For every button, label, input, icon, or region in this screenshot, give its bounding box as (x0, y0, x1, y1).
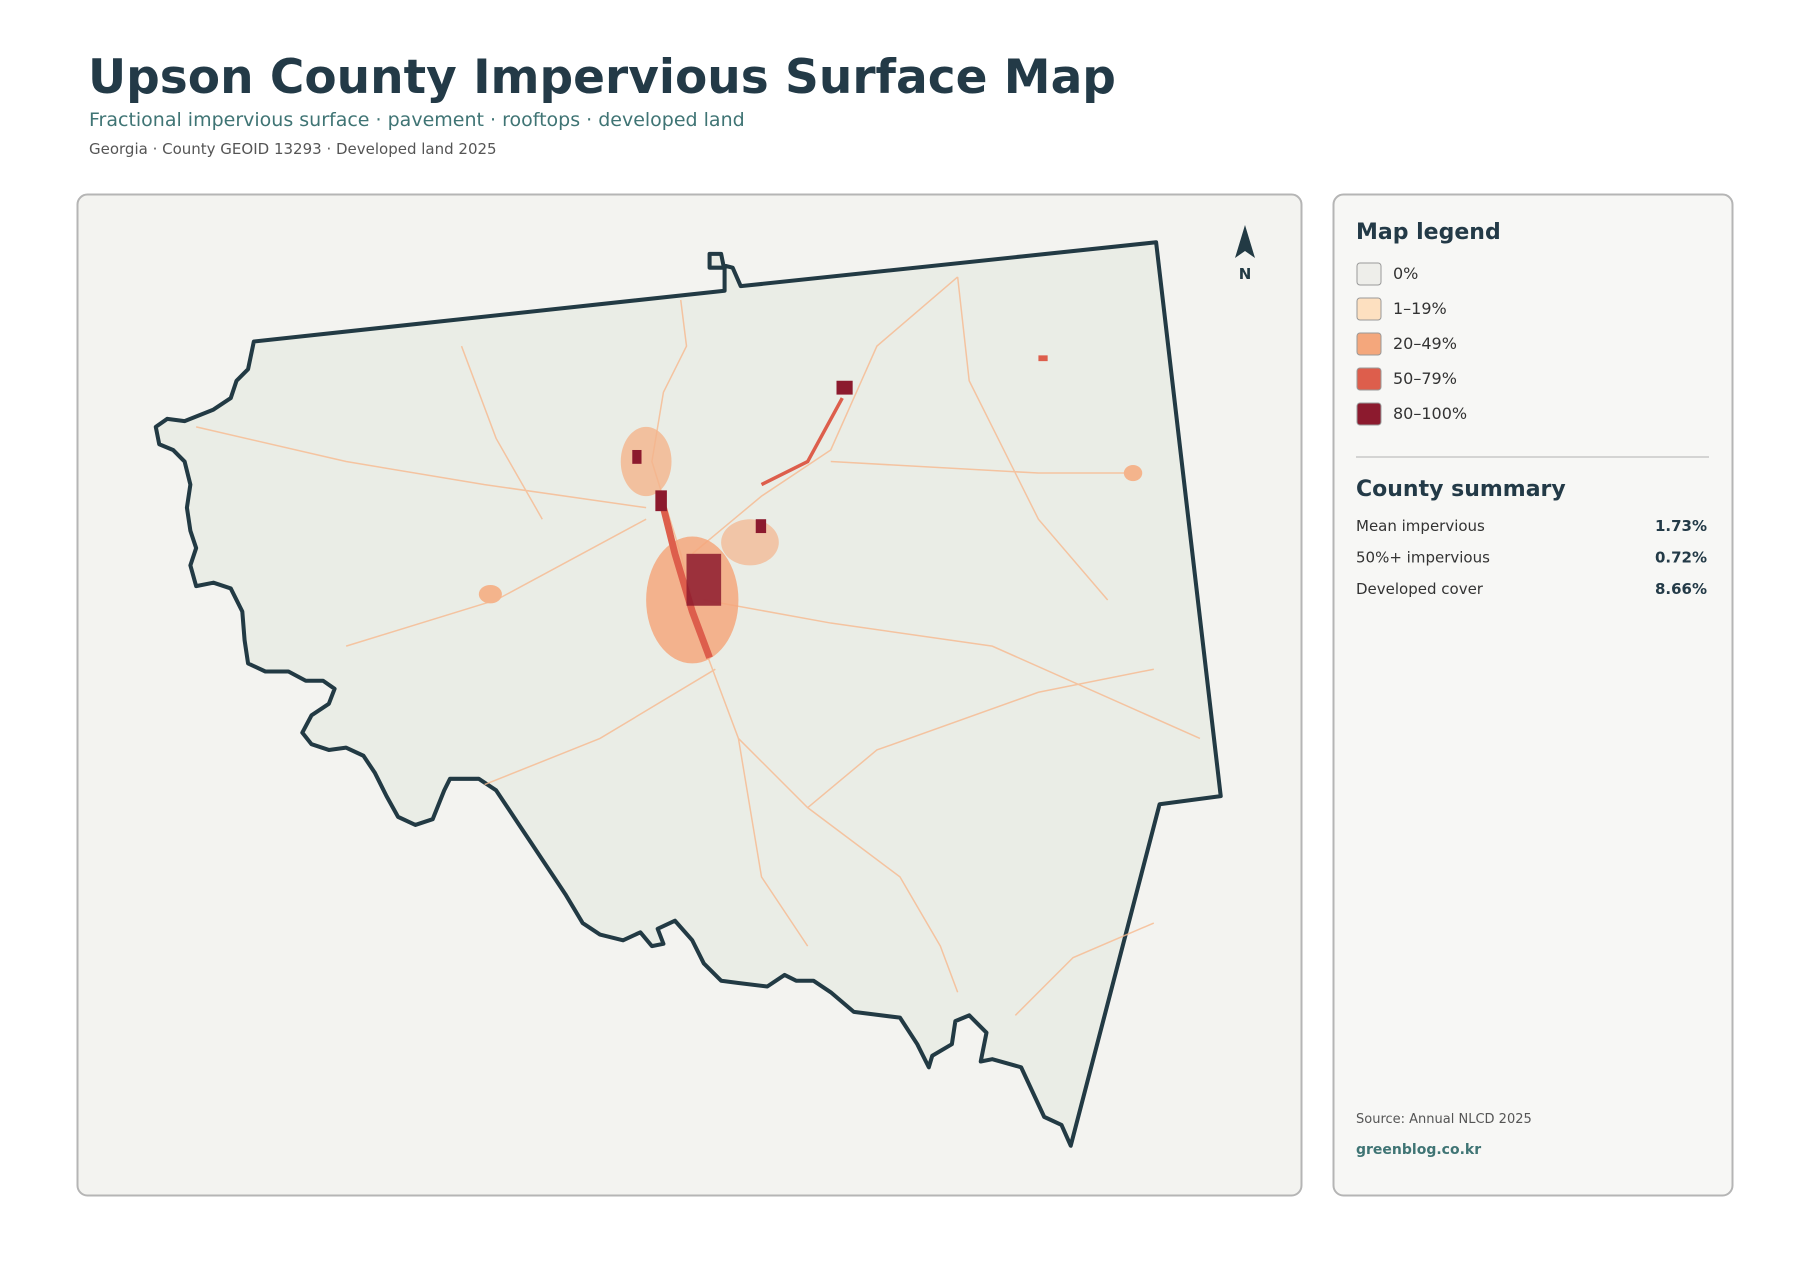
site: greenblog.co.kr (1356, 1142, 1481, 1158)
legend-label: 20–49% (1393, 334, 1457, 353)
legend-items: 0% 1–19% 20–49% 50–79% 80–100% (1356, 262, 1467, 426)
summary-label: Developed cover (1356, 580, 1484, 598)
meta: Georgia · County GEOID 13293 · Developed… (89, 140, 497, 158)
summary-value: 1.73% (1655, 517, 1707, 535)
legend-label: 80–100% (1393, 404, 1467, 423)
source: Source: Annual NLCD 2025 (1356, 1112, 1532, 1127)
legend-label: 0% (1393, 264, 1418, 283)
legend-panel (1332, 193, 1734, 1197)
north-label: N (1239, 265, 1252, 283)
legend-label: 1–19% (1393, 299, 1447, 318)
summary-title: County summary (1356, 477, 1566, 502)
legend-swatch (1356, 262, 1382, 286)
title: Upson County Impervious Surface Map (88, 50, 1116, 105)
map (153, 240, 1223, 1148)
urban-area (478, 355, 1143, 664)
summary-value: 0.72% (1655, 549, 1707, 567)
legend-swatch (1356, 367, 1382, 391)
legend-label: 50–79% (1393, 369, 1457, 388)
subtitle: Fractional impervious surface · pavement… (89, 109, 745, 131)
roads (195, 276, 1201, 1016)
summary-label: 50%+ impervious (1356, 549, 1490, 567)
summary-label: Mean impervious (1356, 517, 1485, 535)
north-arrow (1235, 225, 1255, 258)
summary-value: 8.66% (1655, 580, 1707, 598)
legend-swatch (1356, 297, 1382, 321)
legend-swatch (1356, 402, 1382, 426)
legend-title: Map legend (1356, 220, 1501, 245)
legend-swatch (1356, 332, 1382, 356)
summary-rows: Mean impervious 1.73% 50%+ impervious 0.72%… (1356, 517, 1707, 598)
